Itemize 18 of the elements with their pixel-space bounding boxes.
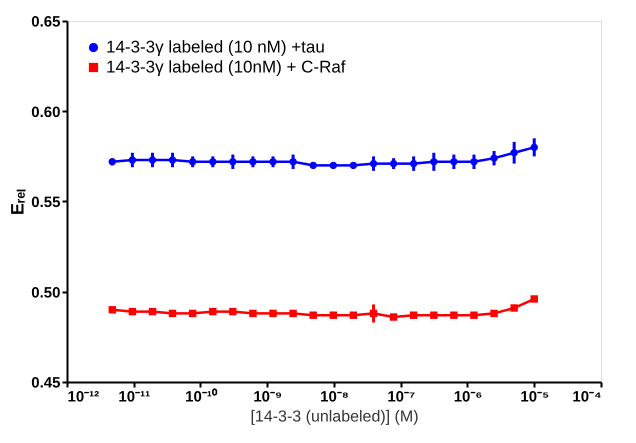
y-tick-label: 0.55	[31, 194, 60, 211]
x-tick-label: 10⁻¹⁰	[185, 388, 218, 406]
x-tick-label: 10⁻⁸	[320, 388, 349, 406]
x-tick-label: 10⁻⁴	[572, 388, 602, 406]
y-axis-title: Eᵣₑₗ	[7, 188, 28, 216]
y-tick-label: 0.65	[31, 14, 60, 30]
x-tick-label: 10⁻¹¹	[118, 388, 150, 406]
x-tick-label: 10⁻⁵	[520, 388, 550, 406]
y-tick-label: 0.60	[31, 104, 60, 121]
x-axis-title: [14-3-3 (unlabeled)] (M)	[250, 408, 419, 426]
x-tick-label: 10⁻¹²	[68, 388, 100, 406]
y-tick-label: 0.50	[31, 284, 60, 302]
legend-label: 14-3-3γ labeled (10nM) + C-Raf	[106, 58, 346, 76]
x-tick-label: 10⁻⁶	[454, 388, 482, 406]
x-tick-label: 10⁻⁹	[253, 388, 282, 406]
legend-label: 14-3-3γ labeled (10 nM) +tau	[106, 38, 325, 56]
x-tick-label: 10⁻⁷	[387, 388, 416, 406]
y-tick-label: 0.45	[31, 374, 60, 392]
